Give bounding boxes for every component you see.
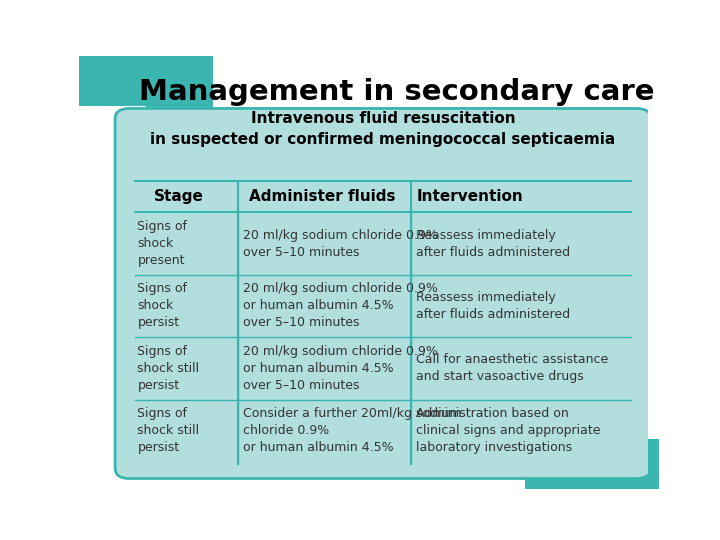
Text: 20 ml/kg sodium chloride 0.9%
over 5–10 minutes: 20 ml/kg sodium chloride 0.9% over 5–10 … [243, 228, 438, 259]
Text: Consider a further 20ml/kg sodium
chloride 0.9%
or human albumin 4.5%: Consider a further 20ml/kg sodium chlori… [243, 407, 462, 454]
Text: Signs of
shock still
persist: Signs of shock still persist [138, 407, 199, 454]
Text: Stage: Stage [154, 190, 204, 204]
Text: Reassess immediately
after fluids administered: Reassess immediately after fluids admini… [416, 228, 570, 259]
Text: Management in secondary care: Management in secondary care [139, 78, 654, 106]
Text: Administer fluids: Administer fluids [249, 190, 395, 204]
FancyBboxPatch shape [115, 109, 651, 478]
Text: Signs of
shock
present: Signs of shock present [138, 220, 187, 267]
Text: Reassess immediately
after fluids administered: Reassess immediately after fluids admini… [416, 291, 570, 321]
Text: Signs of
shock
persist: Signs of shock persist [138, 282, 187, 329]
Text: Signs of
shock still
persist: Signs of shock still persist [138, 345, 199, 392]
Text: Administration based on
clinical signs and appropriate
laboratory investigations: Administration based on clinical signs a… [416, 407, 601, 454]
Text: Intravenous fluid resuscitation
in suspected or confirmed meningococcal septicae: Intravenous fluid resuscitation in suspe… [150, 111, 616, 147]
Text: 20 ml/kg sodium chloride 0.9%
or human albumin 4.5%
over 5–10 minutes: 20 ml/kg sodium chloride 0.9% or human a… [243, 282, 438, 329]
Text: Call for anaesthetic assistance
and start vasoactive drugs: Call for anaesthetic assistance and star… [416, 353, 608, 383]
Polygon shape [526, 397, 660, 489]
Text: 20 ml/kg sodium chloride 0.9%
or human albumin 4.5%
over 5–10 minutes: 20 ml/kg sodium chloride 0.9% or human a… [243, 345, 438, 392]
Text: Intervention: Intervention [416, 190, 523, 204]
Polygon shape [79, 57, 213, 140]
